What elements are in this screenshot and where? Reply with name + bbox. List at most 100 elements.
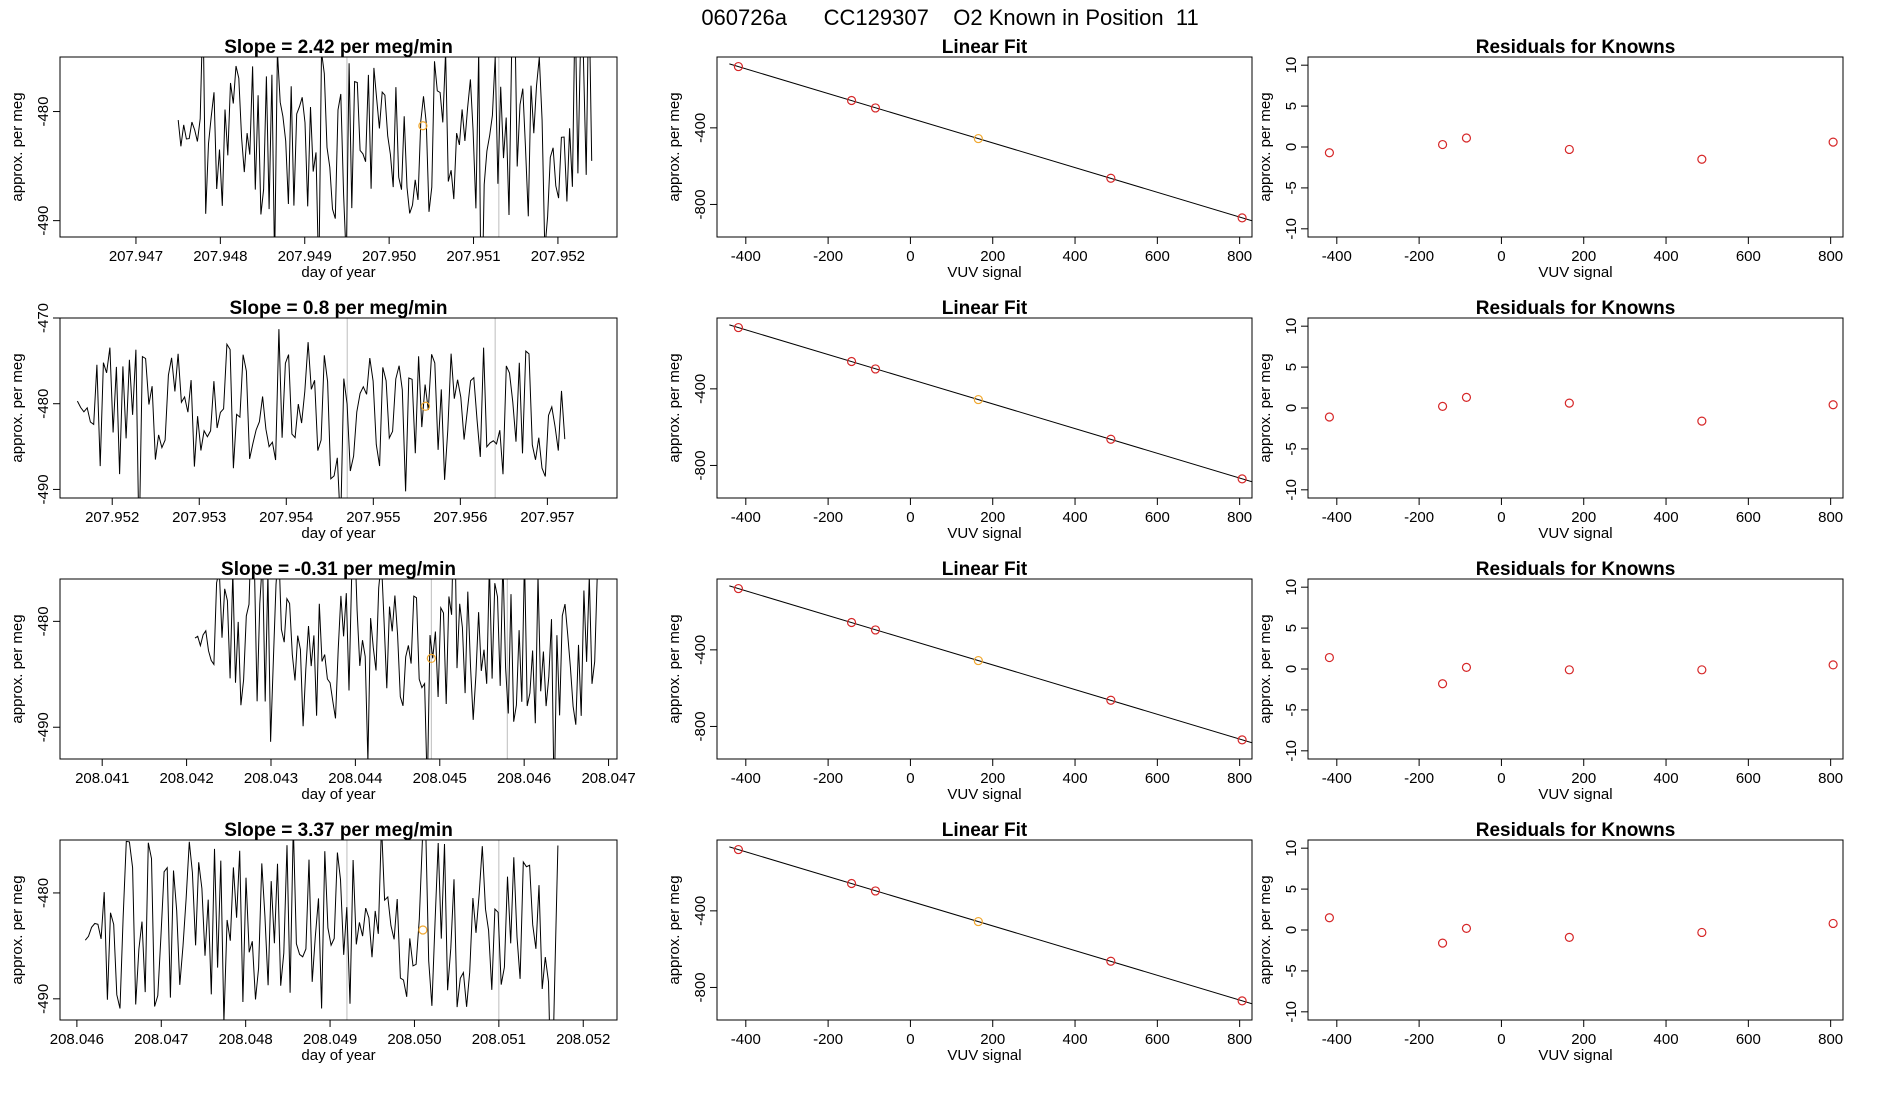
known-point xyxy=(1697,154,1707,164)
y-tick-label: -480 xyxy=(35,389,52,419)
known-point xyxy=(1828,660,1838,670)
known-point xyxy=(870,364,881,374)
x-tick-label: 800 xyxy=(1227,509,1252,526)
known-point xyxy=(1437,679,1448,689)
y-tick-label: 0 xyxy=(1283,143,1300,151)
plot-frame xyxy=(1307,578,1844,760)
y-axis-label: approx. per meg xyxy=(666,614,683,723)
y-tick-label: -5 xyxy=(1283,442,1300,455)
plot-frame xyxy=(716,317,1253,499)
panel-title: Slope = 3.37 per meg/min xyxy=(224,820,453,841)
x-tick-label: 0 xyxy=(906,248,914,265)
y-tick-label: -480 xyxy=(35,97,52,127)
x-tick-label: 208.044 xyxy=(328,770,382,787)
y-tick-label: 0 xyxy=(1283,665,1300,673)
panel-title: Residuals for Knowns xyxy=(1476,820,1676,841)
x-tick-label: 800 xyxy=(1818,1031,1843,1048)
plot-area xyxy=(1324,913,1838,948)
fit-panel-2: Linear Fit -400 -200 0 200 400 600 800 -800 -400 V… xyxy=(666,298,1253,542)
x-tick-label: 208.051 xyxy=(472,1031,526,1048)
y-tick-label: -800 xyxy=(692,189,709,219)
x-axis-label: day of year xyxy=(301,264,375,281)
position-point xyxy=(973,916,983,927)
y-tick-label: 10 xyxy=(1283,579,1300,596)
x-tick-label: 600 xyxy=(1145,248,1170,265)
x-tick-label: 800 xyxy=(1227,1031,1252,1048)
y-tick-label: -480 xyxy=(35,878,52,908)
panel-title: Residuals for Knowns xyxy=(1476,559,1676,580)
x-tick-label: 207.950 xyxy=(362,248,416,265)
position-point xyxy=(426,653,436,664)
y-axis-label: approx. per meg xyxy=(9,875,26,984)
x-tick-label: 600 xyxy=(1736,770,1761,787)
plot-area xyxy=(1324,652,1838,689)
known-point xyxy=(870,886,881,896)
x-tick-label: 208.043 xyxy=(244,770,298,787)
x-tick-label: -200 xyxy=(1404,509,1434,526)
x-tick-label: 208.048 xyxy=(219,1031,273,1048)
position-point xyxy=(973,133,983,144)
y-tick-label: -10 xyxy=(1283,740,1300,762)
known-point xyxy=(1437,401,1448,411)
x-tick-label: 207.956 xyxy=(433,509,487,526)
x-tick-label: 600 xyxy=(1145,770,1170,787)
x-tick-label: 400 xyxy=(1063,248,1088,265)
y-tick-label: -800 xyxy=(692,450,709,480)
y-tick-label: 5 xyxy=(1283,624,1300,632)
y-tick-label: 10 xyxy=(1283,840,1300,857)
x-axis-label: VUV signal xyxy=(947,264,1021,281)
known-point xyxy=(733,322,744,333)
plot-area xyxy=(729,61,1252,223)
plot-area xyxy=(177,57,593,237)
panel-title: Linear Fit xyxy=(942,559,1028,580)
plot-frame xyxy=(716,839,1253,1021)
panel-title: Linear Fit xyxy=(942,298,1028,319)
timeseries-panel-3: Slope = -0.31 per meg/min 208.041 208.042 2… xyxy=(9,559,636,803)
x-tick-label: 600 xyxy=(1736,509,1761,526)
x-tick-label: -200 xyxy=(813,509,843,526)
x-tick-label: 208.042 xyxy=(159,770,213,787)
plot-area xyxy=(729,583,1252,745)
position-point xyxy=(973,394,983,405)
x-tick-label: 0 xyxy=(1497,1031,1505,1048)
series-line xyxy=(194,579,598,759)
y-axis-label: approx. per meg xyxy=(9,92,26,201)
x-tick-label: 800 xyxy=(1818,248,1843,265)
x-axis-label: day of year xyxy=(301,786,375,803)
x-axis-label: VUV signal xyxy=(1538,264,1612,281)
known-point xyxy=(1237,474,1247,484)
known-point xyxy=(1564,398,1574,408)
x-tick-label: 0 xyxy=(906,770,914,787)
x-tick-label: 207.957 xyxy=(520,509,574,526)
panel-title: Residuals for Knowns xyxy=(1476,298,1676,319)
position-point xyxy=(418,925,428,935)
x-axis-label: VUV signal xyxy=(1538,525,1612,542)
y-tick-label: 10 xyxy=(1283,57,1300,74)
y-tick-label: -400 xyxy=(692,113,709,143)
y-axis-label: approx. per meg xyxy=(666,353,683,462)
plot-frame xyxy=(59,317,618,499)
x-tick-label: 0 xyxy=(906,1031,914,1048)
y-tick-label: 10 xyxy=(1283,318,1300,335)
known-point xyxy=(1106,695,1116,705)
x-tick-label: 400 xyxy=(1654,1031,1679,1048)
x-tick-label: 207.949 xyxy=(278,248,332,265)
known-point xyxy=(1461,923,1472,933)
position-point xyxy=(420,401,431,411)
x-tick-label: 400 xyxy=(1063,770,1088,787)
x-tick-label: 600 xyxy=(1736,1031,1761,1048)
timeseries-panel-2: Slope = 0.8 per meg/min 207.952 207.953 207… xyxy=(9,298,618,542)
x-tick-label: 200 xyxy=(1571,1031,1596,1048)
x-tick-label: 800 xyxy=(1227,248,1252,265)
x-tick-label: 600 xyxy=(1145,509,1170,526)
x-tick-label: -400 xyxy=(731,248,761,265)
known-point xyxy=(870,625,881,635)
x-tick-label: -400 xyxy=(1322,770,1352,787)
x-tick-label: 207.953 xyxy=(172,509,226,526)
x-tick-label: -200 xyxy=(813,770,843,787)
x-tick-label: 207.952 xyxy=(85,509,139,526)
x-tick-label: 208.047 xyxy=(134,1031,188,1048)
x-tick-label: 208.045 xyxy=(413,770,467,787)
x-axis-label: day of year xyxy=(301,1047,375,1064)
